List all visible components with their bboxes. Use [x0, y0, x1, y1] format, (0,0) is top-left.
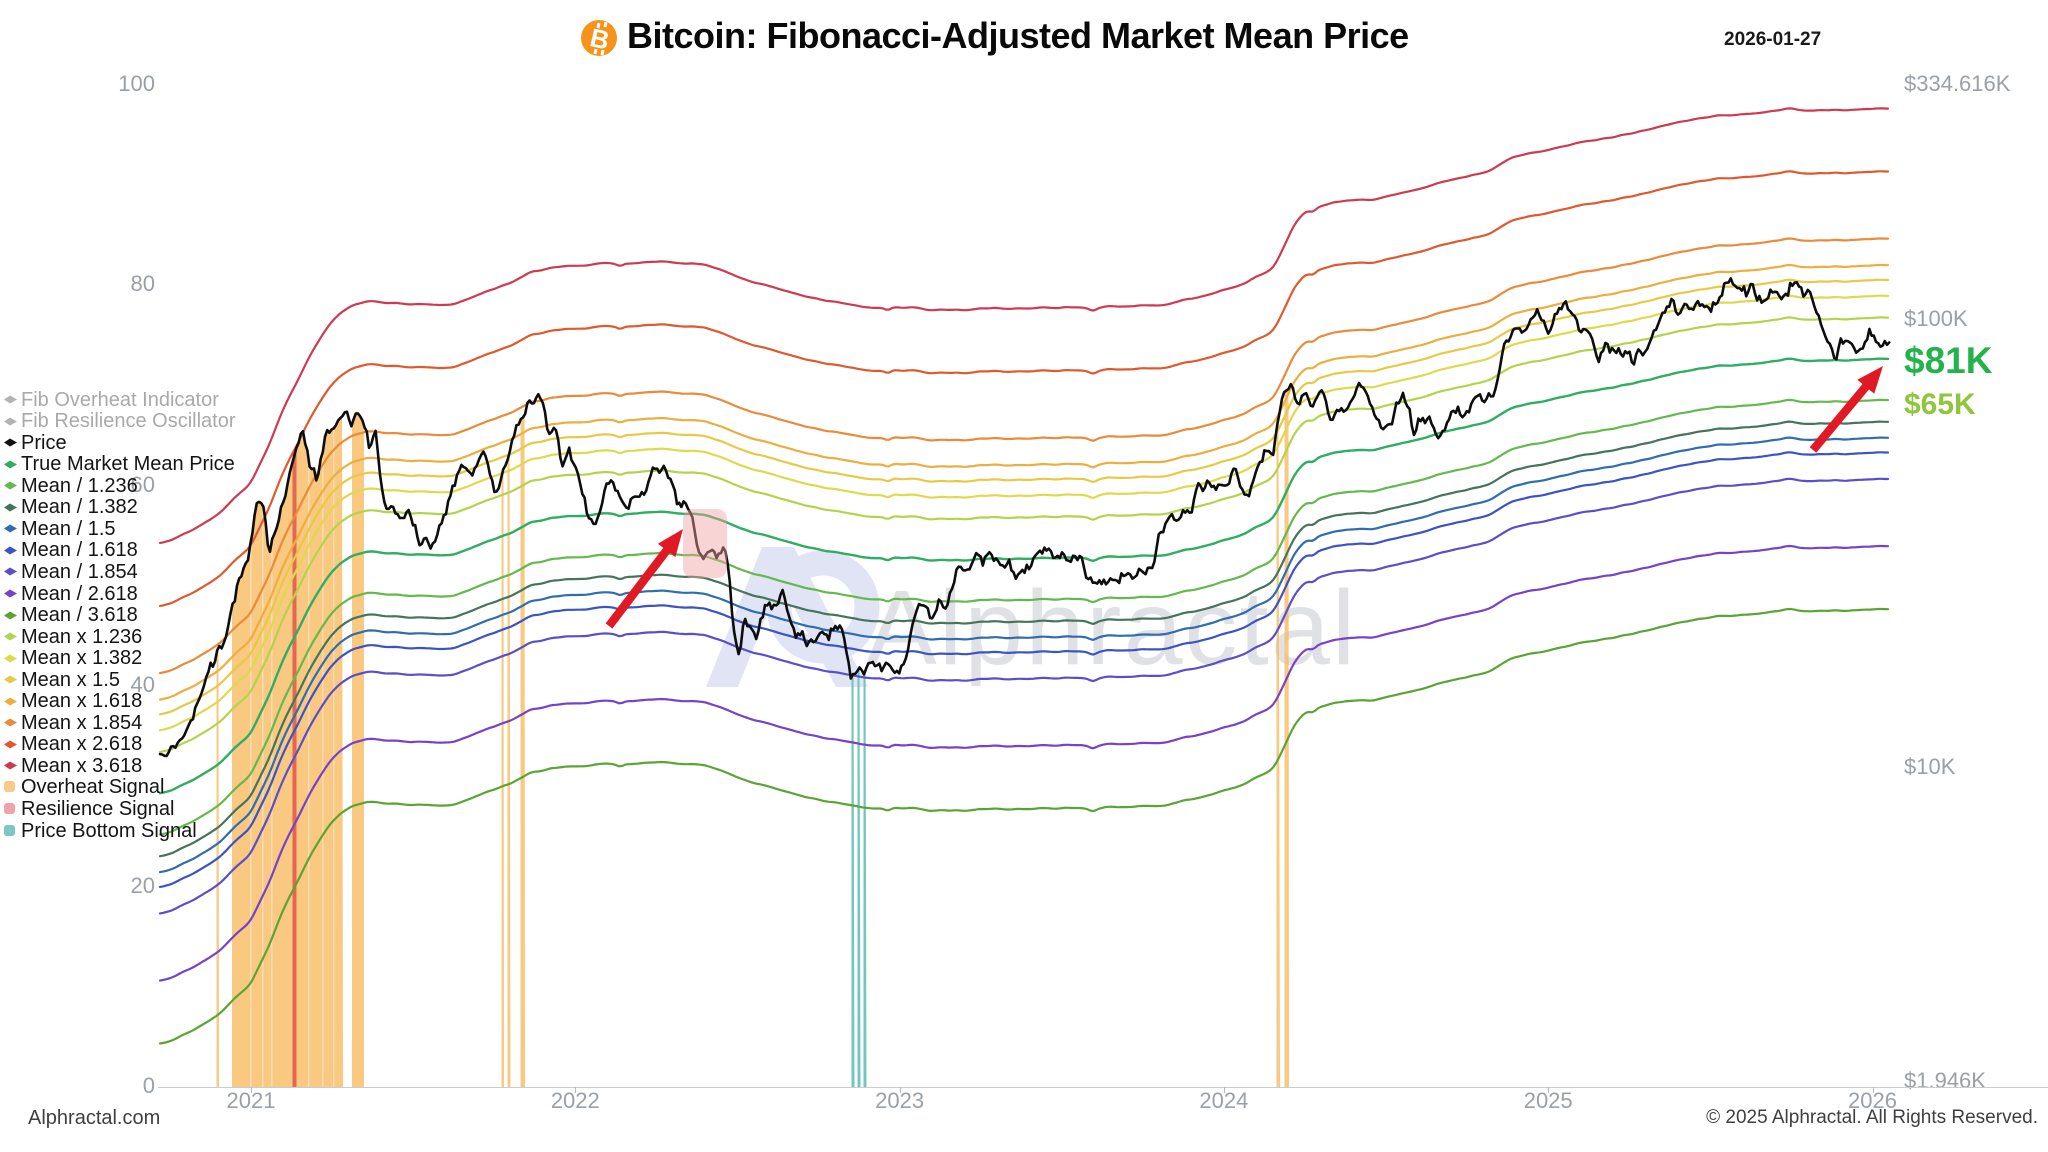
svg-text:Alphractal: Alphractal — [866, 569, 1357, 687]
